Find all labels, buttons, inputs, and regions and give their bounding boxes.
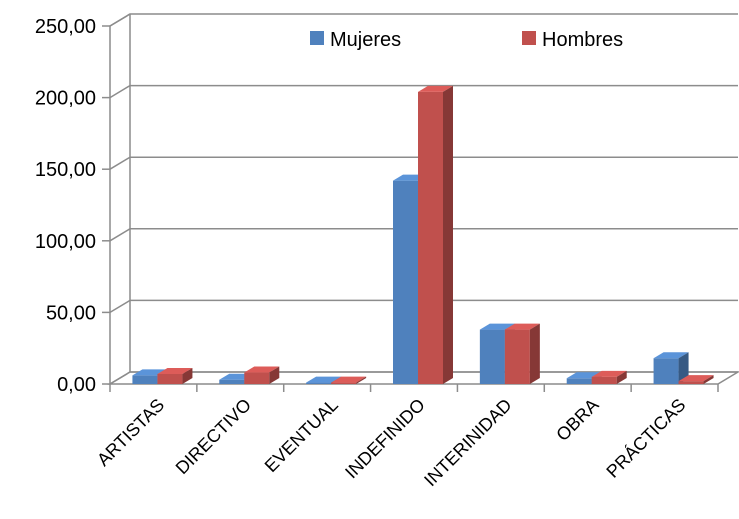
bar-front: [132, 375, 158, 384]
bar-hombres-3: [418, 85, 453, 384]
bar-top: [479, 323, 515, 330]
bar-hombres-0: [157, 367, 193, 384]
bar-top: [157, 367, 193, 374]
bar-front: [479, 329, 505, 384]
bar-mujeres-6: [653, 352, 689, 384]
bar-front: [244, 372, 270, 384]
legend-swatch: [522, 31, 536, 45]
bar-side: [443, 85, 453, 384]
bar-front: [418, 91, 443, 384]
y-tick-label: 150,00: [35, 159, 96, 181]
x-axis-labels: ARTISTAS DIRECTIVO EVENTUAL INDEFINIDOINTER…: [93, 395, 689, 490]
bar-top: [306, 376, 342, 383]
bar-front: [219, 379, 245, 384]
legend-item-mujeres: Mujeres: [310, 29, 401, 51]
bar-front: [504, 329, 530, 384]
bar-top: [653, 352, 689, 359]
bar-hombres-4: [504, 323, 540, 384]
bar-front: [157, 373, 183, 384]
bar-side: [616, 370, 627, 384]
y-tick-label: 200,00: [35, 88, 96, 110]
gridline: [109, 84, 738, 99]
side-wall: [109, 13, 131, 384]
gridline: [109, 13, 738, 27]
bar-front: [306, 382, 332, 384]
bar-top: [331, 376, 367, 383]
bar-side: [182, 367, 193, 384]
x-tick-label: EVENTUAL: [261, 395, 342, 476]
y-tick-label: 50,00: [46, 302, 96, 324]
legend-label: Hombres: [542, 29, 623, 51]
bar-side: [269, 366, 280, 384]
gridline: [109, 228, 738, 242]
bar-top: [244, 366, 280, 373]
x-tick-label: OBRA: [552, 395, 602, 445]
y-tick-label: 250,00: [35, 16, 96, 38]
bar-hombres-6: [678, 375, 714, 384]
gridline: [109, 156, 738, 170]
bars: [132, 85, 714, 384]
bar-hombres-2: [331, 376, 367, 384]
bar-front: [678, 381, 704, 384]
gridline: [109, 299, 738, 314]
bar-top: [418, 85, 453, 92]
bar-front: [331, 382, 357, 384]
x-tick-label: INDEFINIDO: [341, 395, 429, 483]
bar-hombres-1: [244, 366, 280, 384]
bar-top: [504, 323, 540, 330]
legend-item-hombres: Hombres: [522, 29, 623, 51]
x-tick-label: DIRECTIVO: [172, 395, 255, 478]
bar-side: [356, 376, 367, 384]
y-axis-ticks: 0,00 50,00 100,00 150,00 200,00 250,00: [35, 16, 96, 396]
bar-front: [653, 358, 679, 384]
bar-top: [591, 370, 627, 377]
bar-side: [678, 352, 689, 384]
x-tick-label: ARTISTAS: [93, 395, 168, 470]
legend: Mujeres Hombres: [310, 29, 623, 51]
bar-top: [678, 375, 714, 382]
legend-swatch: [310, 31, 324, 45]
y-tick-label: 0,00: [57, 374, 96, 396]
bar-side: [703, 375, 714, 384]
bar-front: [591, 376, 617, 384]
legend-label: Mujeres: [330, 29, 401, 51]
gridlines: [102, 13, 738, 392]
x-tick-label: INTERINIDAD: [420, 395, 515, 490]
bar-hombres-5: [591, 370, 627, 384]
bar-side: [529, 323, 540, 384]
y-tick-label: 100,00: [35, 231, 96, 253]
bar-front: [393, 180, 418, 384]
bar-front: [566, 378, 592, 384]
x-tick-label: PRÁCTICAS: [602, 395, 689, 482]
